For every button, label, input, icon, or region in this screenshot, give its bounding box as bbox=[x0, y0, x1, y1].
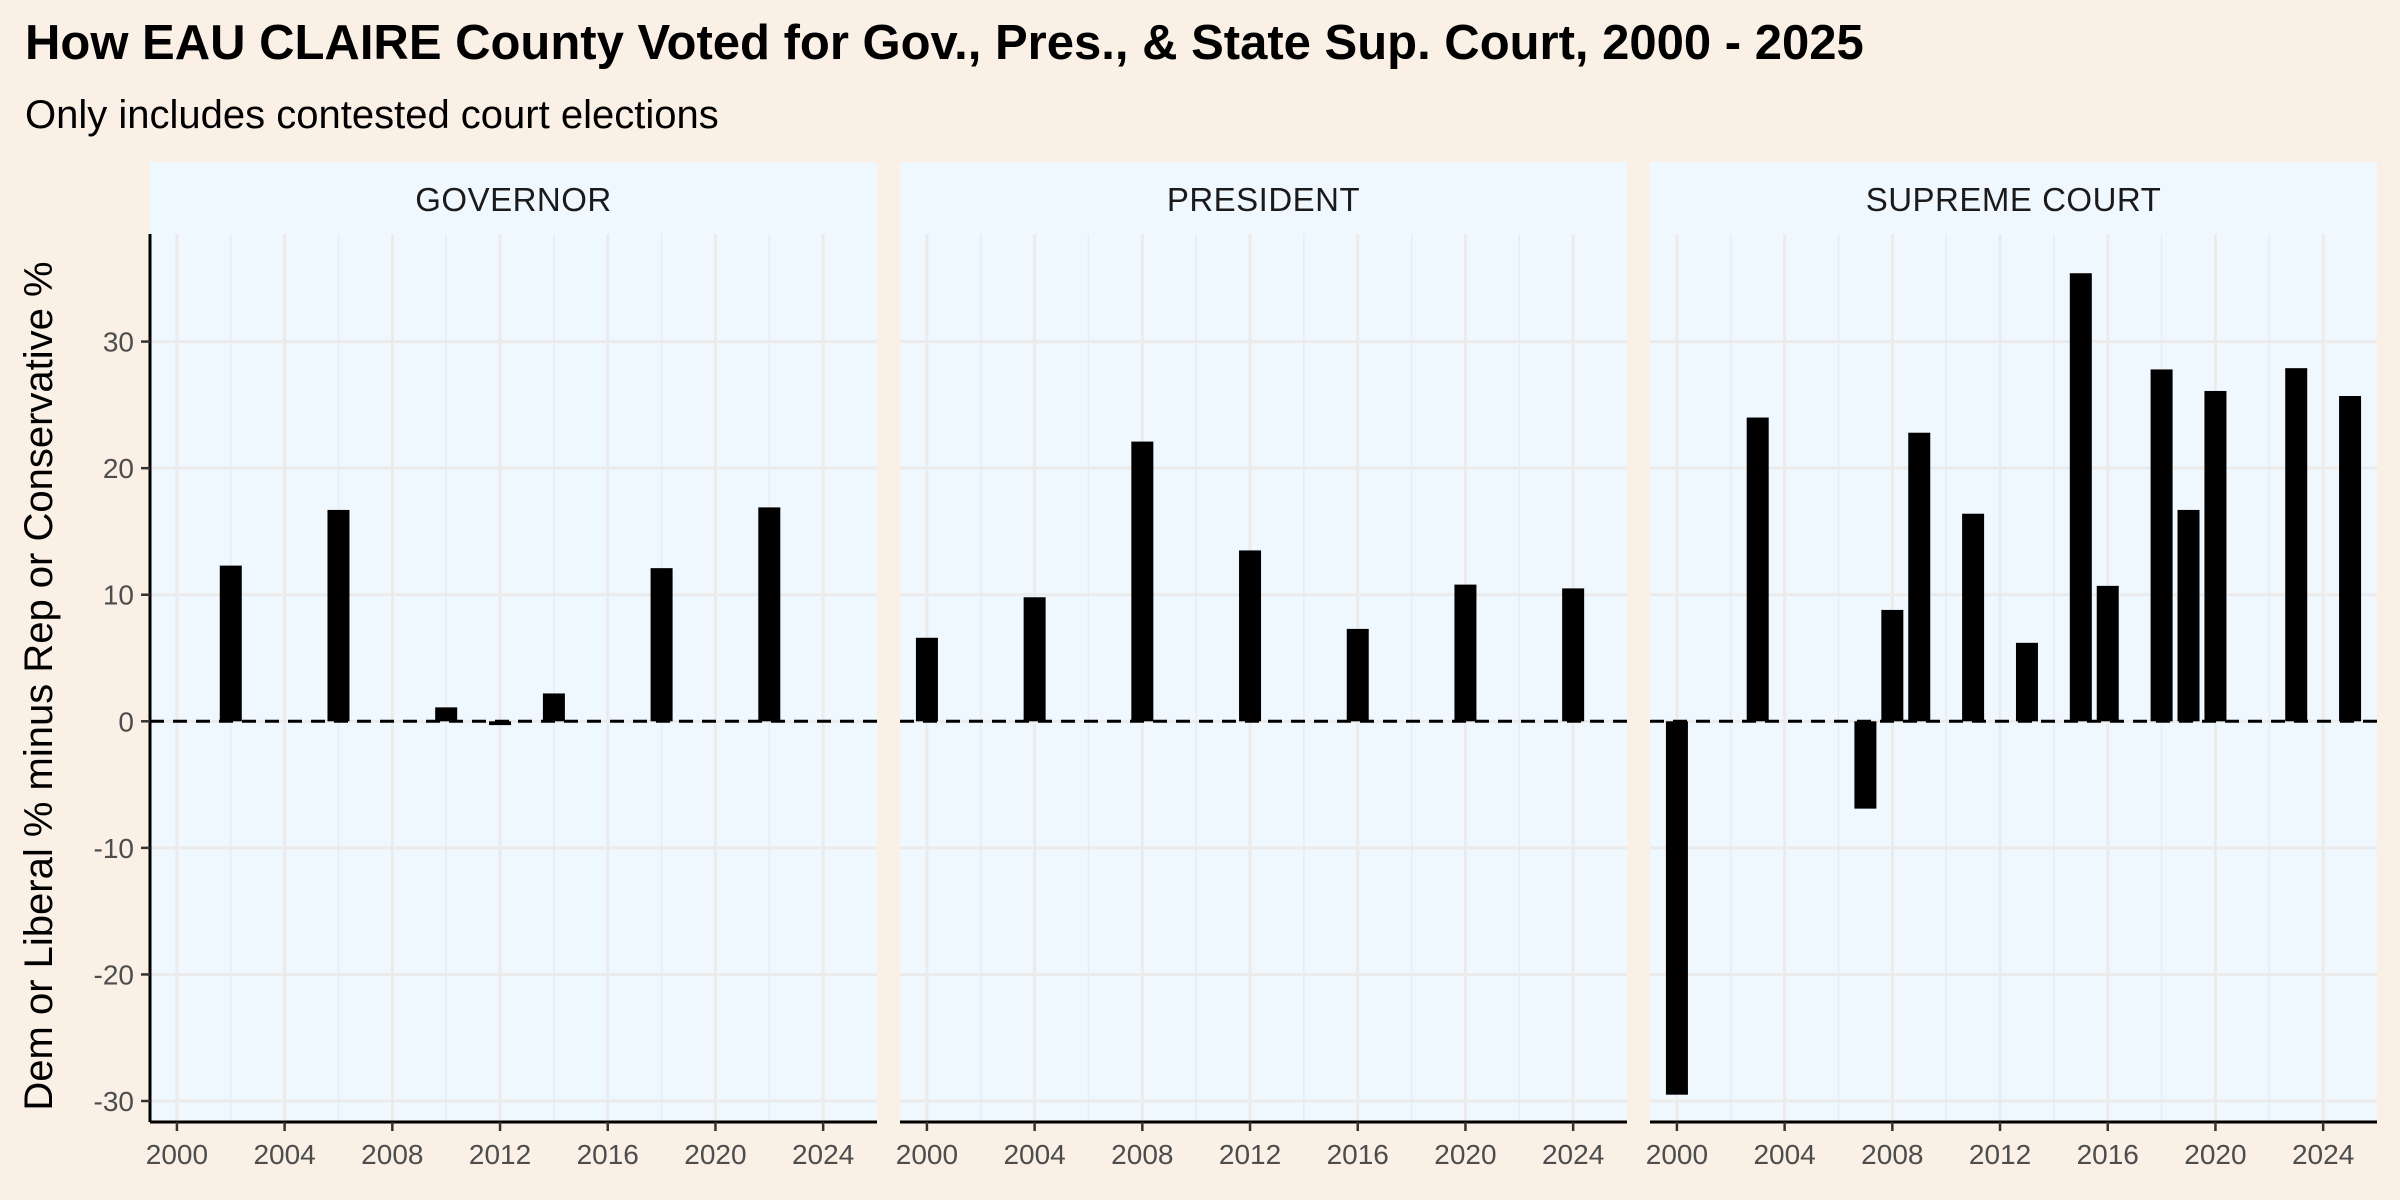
bar-president-2004 bbox=[1023, 597, 1046, 722]
panel-background bbox=[1650, 234, 2377, 1120]
y-tick-label: -10 bbox=[94, 833, 134, 864]
panel-background bbox=[900, 234, 1627, 1120]
bar-president-2000 bbox=[915, 637, 938, 722]
bar-supreme-court-2018 bbox=[2150, 369, 2173, 722]
y-tick-label: 20 bbox=[103, 453, 134, 484]
bar-supreme-court-2020 bbox=[2204, 390, 2227, 722]
bar-governor-2012 bbox=[489, 721, 512, 726]
bar-president-2008 bbox=[1131, 441, 1154, 722]
x-tick-label: 2012 bbox=[1219, 1139, 1281, 1170]
panel-president: PRESIDENT 2000 2004 2008 2012 2016 2020 2024 bbox=[896, 162, 1627, 1170]
panel-supreme-court: SUPREME COURT 2000 2004 2008 2012 2016 2020 202… bbox=[1646, 162, 2377, 1170]
chart-title: How EAU CLAIRE County Voted for Gov., Pr… bbox=[25, 16, 1864, 70]
bar-president-2020 bbox=[1454, 584, 1477, 722]
x-tick-label: 2012 bbox=[469, 1139, 531, 1170]
bar-president-2012 bbox=[1239, 550, 1262, 722]
panel-strip bbox=[150, 162, 877, 234]
x-tick-label: 2020 bbox=[684, 1139, 746, 1170]
bar-supreme-court-2008 bbox=[1881, 609, 1904, 722]
bar-supreme-court-2003 bbox=[1746, 417, 1769, 722]
x-tick-label: 2016 bbox=[2077, 1139, 2139, 1170]
x-tick-label: 2016 bbox=[1327, 1139, 1389, 1170]
x-tick-label: 2008 bbox=[1861, 1139, 1923, 1170]
y-tick-label: -30 bbox=[94, 1086, 134, 1117]
x-tick-label: 2020 bbox=[1434, 1139, 1496, 1170]
bar-supreme-court-2016 bbox=[2096, 585, 2119, 722]
panel-label: GOVERNOR bbox=[415, 181, 612, 218]
y-tick-label: 0 bbox=[118, 706, 134, 737]
bar-governor-2006 bbox=[327, 509, 350, 722]
bar-supreme-court-2015 bbox=[2069, 273, 2092, 722]
bar-president-2024 bbox=[1562, 588, 1585, 722]
bar-governor-2014 bbox=[542, 693, 565, 722]
x-tick-label: 2016 bbox=[577, 1139, 639, 1170]
chart-subtitle: Only includes contested court elections bbox=[25, 93, 719, 137]
bar-president-2016 bbox=[1346, 628, 1369, 722]
bar-supreme-court-2009 bbox=[1908, 432, 1931, 722]
bar-supreme-court-2011 bbox=[1962, 513, 1985, 722]
panel-strip bbox=[1650, 162, 2377, 234]
bar-governor-2018 bbox=[650, 568, 673, 722]
x-tick-label: 2000 bbox=[1646, 1139, 1708, 1170]
x-tick-label: 2004 bbox=[1003, 1139, 1065, 1170]
bar-supreme-court-2013 bbox=[2015, 642, 2038, 722]
bar-supreme-court-2000 bbox=[1665, 721, 1688, 1095]
y-tick-label: 10 bbox=[103, 580, 134, 611]
bar-supreme-court-2023 bbox=[2285, 368, 2308, 722]
x-tick-label: 2008 bbox=[361, 1139, 423, 1170]
x-tick-label: 2024 bbox=[1542, 1139, 1604, 1170]
x-tick-label: 2000 bbox=[896, 1139, 958, 1170]
x-tick-label: 2004 bbox=[1753, 1139, 1815, 1170]
bar-governor-2002 bbox=[219, 565, 242, 722]
x-tick-label: 2008 bbox=[1111, 1139, 1173, 1170]
y-axis: -30 -20 -10 0 10 20 30 bbox=[94, 234, 152, 1122]
panel-background bbox=[150, 234, 877, 1120]
bar-governor-2010 bbox=[435, 707, 458, 722]
panel-governor: GOVERNOR 2000 2004 2008 2012 2016 2020 2024 bbox=[146, 162, 877, 1170]
x-tick-label: 2012 bbox=[1969, 1139, 2031, 1170]
bar-supreme-court-2025 bbox=[2339, 396, 2362, 722]
bar-supreme-court-2007 bbox=[1854, 721, 1877, 809]
x-tick-label: 2024 bbox=[792, 1139, 854, 1170]
x-tick-label: 2004 bbox=[253, 1139, 315, 1170]
panel-label: PRESIDENT bbox=[1167, 181, 1360, 218]
panel-label: SUPREME COURT bbox=[1866, 181, 2162, 218]
x-tick-label: 2024 bbox=[2292, 1139, 2354, 1170]
x-tick-label: 2020 bbox=[2184, 1139, 2246, 1170]
y-tick-label: 30 bbox=[103, 327, 134, 358]
y-tick-label: -20 bbox=[94, 959, 134, 990]
y-axis-title: Dem or Liberal % minus Rep or Conservati… bbox=[17, 261, 61, 1110]
x-tick-label: 2000 bbox=[146, 1139, 208, 1170]
bar-supreme-court-2019 bbox=[2177, 509, 2200, 722]
panel-strip bbox=[900, 162, 1627, 234]
bar-governor-2022 bbox=[758, 507, 781, 722]
